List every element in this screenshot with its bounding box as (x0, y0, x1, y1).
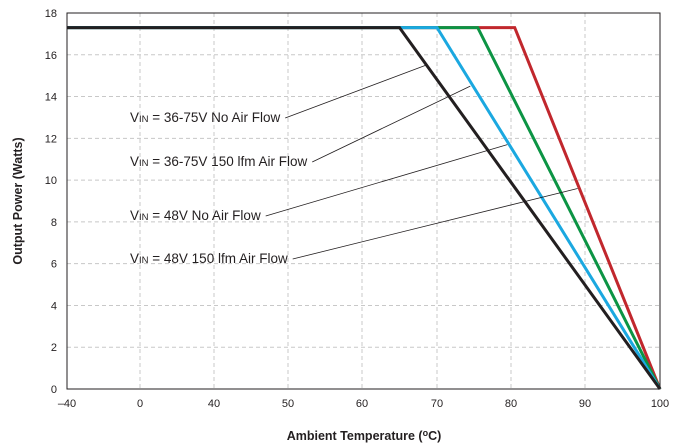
annotation-label: VIN = 48V 150 lfm Air Flow (130, 251, 288, 266)
annotation: VIN = 36-75V No Air Flow (130, 64, 426, 125)
annotation-label-text: = 48V No Air Flow (149, 208, 261, 223)
x-tick-label: –40 (58, 398, 76, 410)
y-tick-label: 8 (51, 217, 57, 229)
x-axis-title-degree: o (423, 428, 429, 438)
annotation-leader-line (292, 188, 578, 260)
series-line (67, 26, 662, 390)
annotation-label-sub: IN (139, 212, 149, 223)
annotation-label-v: V (130, 110, 139, 125)
x-tick-label: 50 (282, 398, 294, 410)
x-axis-title-main: Ambient Temperature ( (287, 429, 424, 443)
y-tick-label: 16 (45, 50, 57, 62)
series-layer (67, 26, 662, 390)
grid-layer (67, 13, 660, 389)
x-tick-label: 80 (505, 398, 517, 410)
x-tick-label: 60 (356, 398, 368, 410)
annotation-label: VIN = 48V No Air Flow (130, 208, 261, 223)
x-axis-title: Ambient Temperature (oC) (287, 428, 442, 443)
y-tick-label: 12 (45, 133, 57, 145)
x-tick-label: 100 (651, 398, 669, 410)
annotation-label: VIN = 36-75V No Air Flow (130, 110, 280, 125)
y-tick-label: 14 (45, 92, 57, 104)
annotation-label-v: V (130, 251, 139, 266)
annotation-label-text: = 36-75V 150 lfm Air Flow (149, 154, 308, 169)
annotation: VIN = 48V No Air Flow (130, 144, 508, 223)
x-tick-label: 40 (208, 398, 220, 410)
y-tick-label: 6 (51, 259, 57, 271)
annotation-label: VIN = 36-75V 150 lfm Air Flow (130, 154, 307, 169)
x-tick-label: 70 (431, 398, 443, 410)
annotation-label-sub: IN (139, 158, 149, 169)
y-axis-title: Output Power (Watts) (11, 137, 25, 264)
x-axis-title-unit: C) (428, 429, 441, 443)
y-tick-label: 4 (51, 300, 57, 312)
y-tick-label: 2 (51, 342, 57, 354)
annotation-label-sub: IN (139, 255, 149, 266)
annotation-leader-line (285, 64, 426, 119)
y-tick-label: 0 (51, 384, 57, 396)
annotation-label-text: = 48V 150 lfm Air Flow (149, 251, 288, 266)
annotation: VIN = 36-75V 150 lfm Air Flow (130, 85, 471, 169)
y-tick-label: 10 (45, 175, 57, 187)
x-tick-label: 0 (137, 398, 143, 410)
annotation-leader-line (312, 85, 471, 163)
annotation: VIN = 48V 150 lfm Air Flow (130, 188, 578, 266)
plot-frame (66, 12, 661, 390)
annotation-label-sub: IN (139, 114, 149, 125)
y-tick-label: 18 (45, 8, 57, 20)
x-tick-label: 90 (579, 398, 591, 410)
annotation-label-v: V (130, 154, 139, 169)
annotation-label-text: = 36-75V No Air Flow (149, 110, 281, 125)
annotation-leader-line (265, 144, 508, 217)
annotation-label-v: V (130, 208, 139, 223)
